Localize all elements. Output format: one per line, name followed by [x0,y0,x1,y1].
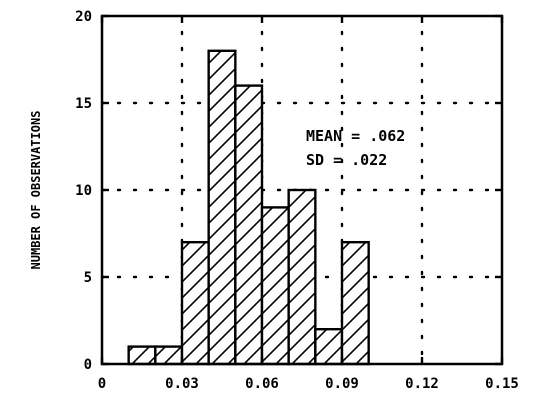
histogram-bar [154,345,184,366]
histogram-bar [287,188,317,366]
y-axis-label: NUMBER OF OBSERVATIONS [29,111,43,270]
stats-annotation-line: SD = .022 [306,151,387,169]
x-tick-label: 0.12 [405,376,439,392]
histogram-bar [234,84,264,366]
y-tick-label: 0 [84,357,92,373]
histogram-bar [180,240,210,366]
histogram-bar [260,206,290,366]
y-tick-label: 15 [75,96,92,112]
axis-ticks [100,14,504,366]
x-tick-labels: 0 0.03 0.06 0.09 0.12 0.15 [98,376,519,392]
y-tick-label: 5 [84,270,92,286]
x-tick-label: 0 [98,376,106,392]
x-tick-label: 0.09 [325,376,359,392]
histogram-bar [207,49,237,366]
y-tick-labels: 0 5 10 15 20 [75,9,92,373]
histogram-bar [314,328,344,366]
x-tick-label: 0.03 [165,376,199,392]
stats-annotation: MEAN = .062 SD = .022 [306,127,405,169]
y-tick-label: 20 [75,9,92,25]
x-tick-label: 0.06 [245,376,279,392]
x-tick-label: 0.15 [485,376,519,392]
y-tick-label: 10 [75,183,92,199]
stats-annotation-line: MEAN = .062 [306,127,405,145]
histogram-bar [340,240,370,366]
histogram-bar [127,345,157,366]
bars [127,49,370,366]
